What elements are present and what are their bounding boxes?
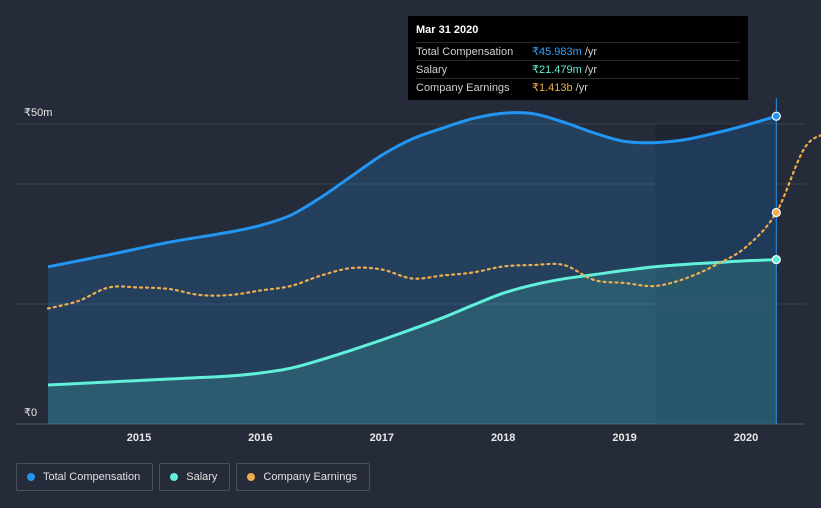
tooltip: Mar 31 2020 Total Compensation ₹45.983m … (408, 16, 748, 100)
x-tick-label: 2020 (734, 432, 758, 444)
tooltip-unit: /yr (584, 63, 598, 76)
legend: Total Compensation Salary Company Earnin… (16, 463, 370, 491)
tooltip-label: Total Compensation (416, 45, 514, 58)
tooltip-value: ₹1.413b (532, 82, 573, 94)
company-earnings-marker (771, 207, 781, 218)
tooltip-date: Mar 31 2020 (416, 24, 479, 36)
y-axis-label-max: ₹50m (24, 107, 52, 119)
x-axis-ticks: 2015 2016 2017 2018 2019 2020 (127, 432, 758, 444)
salary-line[interactable] (47, 258, 777, 387)
tooltip-row-salary: Salary ₹21.479m /yr (416, 60, 740, 78)
x-tick-label: 2019 (612, 432, 636, 444)
hover-highlight-band (655, 124, 777, 424)
y-axis-labels: ₹50m ₹0 (24, 107, 52, 419)
hover-markers (771, 111, 781, 265)
x-tick-label: 2017 (370, 432, 394, 444)
salary-marker (771, 255, 781, 265)
x-tick-label: 2016 (248, 432, 272, 444)
tooltip-label: Company Earnings (416, 81, 510, 94)
legend-item-company-earnings[interactable]: Company Earnings (236, 463, 370, 491)
x-tick-label: 2018 (491, 432, 515, 444)
tooltip-unit: /yr (584, 45, 598, 58)
legend-label: Company Earnings (263, 471, 357, 483)
legend-dot-icon (170, 473, 179, 481)
legend-item-total-compensation[interactable]: Total Compensation (16, 463, 154, 491)
tooltip-unit: /yr (575, 81, 588, 94)
company-earnings-line[interactable] (46, 133, 821, 310)
legend-label: Total Compensation (43, 471, 141, 483)
total-compensation-line[interactable] (47, 111, 777, 269)
salary-area (48, 259, 777, 424)
tooltip-row-total-compensation: Total Compensation ₹45.983m /yr (416, 42, 740, 60)
total-compensation-area (48, 112, 777, 424)
total-compensation-marker (771, 111, 781, 121)
tooltip-label: Salary (416, 63, 448, 76)
legend-dot-icon (247, 473, 256, 481)
tooltip-value: ₹21.479m (532, 64, 582, 76)
y-axis-label-zero: ₹0 (24, 407, 37, 419)
x-tick-label: 2015 (127, 432, 151, 444)
legend-item-salary[interactable]: Salary (159, 463, 231, 491)
legend-dot-icon (27, 473, 35, 481)
tooltip-value: ₹45.983m (532, 46, 582, 58)
chart-area: ₹50m ₹0 2015 2016 2017 2018 2019 2020 (16, 98, 821, 444)
legend-label: Salary (186, 471, 218, 483)
tooltip-row-company-earnings: Company Earnings ₹1.413b /yr (416, 78, 740, 96)
